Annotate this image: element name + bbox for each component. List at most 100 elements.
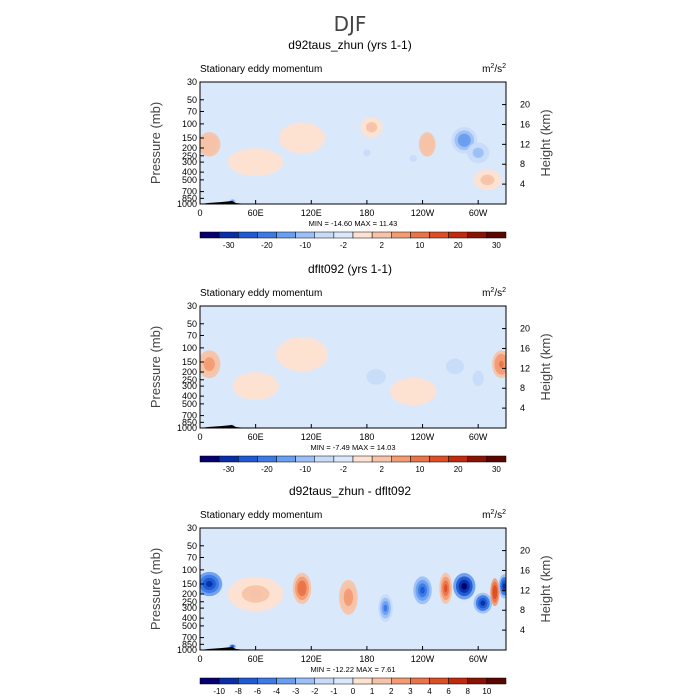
colorbar-cell xyxy=(257,231,277,239)
colorbar-cell xyxy=(410,455,430,463)
colorbar-label: 3 xyxy=(408,687,413,696)
colorbar-label: -6 xyxy=(254,687,262,696)
contour-blob xyxy=(476,375,481,381)
right-tick-label: 16 xyxy=(520,119,530,129)
contour-blob xyxy=(249,382,262,390)
panel-1-chart: Stationary eddy momentum m2/s230507010015… xyxy=(148,63,553,250)
colorbar-label: -30 xyxy=(223,241,235,250)
colorbar-cell xyxy=(371,231,392,239)
field-label: Stationary eddy momentum xyxy=(200,64,322,75)
contour-blob xyxy=(461,136,468,144)
topography xyxy=(200,647,246,650)
right-tick-label: 8 xyxy=(520,159,525,169)
colorbar-cell xyxy=(314,455,335,463)
contour-field xyxy=(200,336,506,428)
y-tick-label: 700 xyxy=(182,187,197,197)
colorbar-cell xyxy=(467,677,488,685)
x-tick-label: 180 xyxy=(359,208,374,218)
plot-border xyxy=(199,527,507,651)
contour-blob xyxy=(502,583,506,590)
colorbar-cell xyxy=(429,455,449,463)
x-tick-label: 0 xyxy=(197,654,202,664)
contour-blob xyxy=(483,177,491,183)
colorbar-label: 0 xyxy=(351,687,356,696)
colorbar-cell xyxy=(467,231,488,239)
x-tick-label: 120W xyxy=(411,208,435,218)
right-tick-label: 12 xyxy=(520,139,530,149)
colorbar-label: 10 xyxy=(415,241,424,250)
colorbar-cell xyxy=(314,231,335,239)
colorbar-cell xyxy=(257,677,277,685)
y-tick-label: 250 xyxy=(182,151,197,161)
colorbar-cell xyxy=(352,455,373,463)
plot-border xyxy=(199,305,507,429)
x-tick-label: 60W xyxy=(469,654,488,664)
contour-blob xyxy=(296,134,308,142)
colorbar-cell xyxy=(314,677,335,685)
colorbar-label: -2 xyxy=(340,241,348,250)
min-max-label: MIN = -12.22 MAX = 7.61 xyxy=(310,665,395,674)
contour-blob xyxy=(480,600,486,606)
y-tick-label: 50 xyxy=(187,319,197,329)
colorbar-label: -30 xyxy=(223,465,235,474)
panel-2: dflt092 (yrs 1-1) Stationary eddy moment… xyxy=(0,262,700,474)
y-tick-label: 1000 xyxy=(177,199,197,209)
colorbar-cell xyxy=(352,231,373,239)
colorbar-cell xyxy=(486,677,507,685)
panel-title: d92taus_zhun - dflt092 xyxy=(288,484,412,498)
y-tick-label: 400 xyxy=(182,613,197,623)
colorbar-label: -20 xyxy=(261,241,273,250)
y-tick-label: 500 xyxy=(182,175,197,185)
units-label: m2/s2 xyxy=(482,287,506,299)
y-tick-label: 50 xyxy=(187,95,197,105)
min-max-label: MIN = -14.60 MAX = 11.43 xyxy=(309,219,398,228)
colorbar-label: 10 xyxy=(482,687,491,696)
panel-2-chart: Stationary eddy momentum m2/s230507010015… xyxy=(148,287,553,474)
colorbar-cell xyxy=(333,677,354,685)
right-tick-label: 20 xyxy=(520,324,530,334)
y-tick-label: 30 xyxy=(187,523,197,533)
contour-blob xyxy=(383,604,388,612)
colorbar-cell xyxy=(295,677,315,685)
colorbar-cell xyxy=(199,677,220,685)
figure-title: DJF xyxy=(333,12,367,36)
colorbar-cell xyxy=(199,231,220,239)
y-tick-label: 850 xyxy=(182,639,197,649)
y-axis-label: Pressure (mb) xyxy=(148,548,163,630)
colorbar-cell xyxy=(218,677,239,685)
right-tick-label: 20 xyxy=(520,100,530,110)
contour-blob xyxy=(346,592,351,602)
colorbar-cell xyxy=(486,455,507,463)
colorbar-cell xyxy=(391,677,411,685)
contour-blob xyxy=(493,588,497,596)
colorbar-cell xyxy=(295,231,315,239)
colorbar-cell xyxy=(448,677,468,685)
y-tick-label: 850 xyxy=(182,193,197,203)
right-tick-label: 16 xyxy=(520,343,530,353)
x-tick-label: 0 xyxy=(197,208,202,218)
y-tick-label: 300 xyxy=(182,381,197,391)
colorbar-cell xyxy=(276,455,296,463)
colorbar-cell xyxy=(429,231,449,239)
right-tick-label: 12 xyxy=(520,585,530,595)
contour-blob xyxy=(299,584,305,593)
right-tick-label: 12 xyxy=(520,363,530,373)
colorbar-label: -3 xyxy=(292,687,300,696)
colorbar-label: 6 xyxy=(446,687,451,696)
x-tick-label: 180 xyxy=(359,432,374,442)
contour-blob xyxy=(411,156,416,161)
colorbar-cell xyxy=(448,455,468,463)
x-tick-label: 60E xyxy=(248,208,264,218)
contour-field xyxy=(200,571,506,649)
x-tick-label: 60W xyxy=(469,432,488,442)
field-label: Stationary eddy momentum xyxy=(200,510,322,521)
colorbar-label: 30 xyxy=(492,241,501,250)
y-axis-label: Pressure (mb) xyxy=(148,102,163,184)
y-tick-label: 200 xyxy=(182,143,197,153)
contour-blob xyxy=(444,584,448,593)
x-tick-label: 120E xyxy=(301,654,322,664)
colorbar-cell xyxy=(295,455,315,463)
y-tick-label: 250 xyxy=(182,375,197,385)
x-tick-label: 120W xyxy=(411,654,435,664)
units-label: m2/s2 xyxy=(482,63,506,75)
